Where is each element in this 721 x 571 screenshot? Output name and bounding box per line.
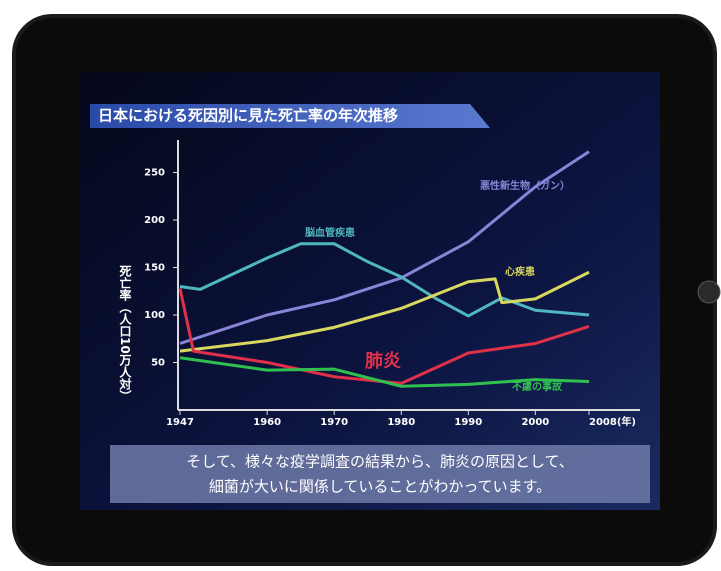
caption-box xyxy=(110,445,650,503)
x-tick-label: 2008(年) xyxy=(589,415,636,428)
series-line xyxy=(179,242,590,318)
y-tick-label: 200 xyxy=(144,215,165,226)
caption-line: そして、様々な疫学調査の結果から、肺炎の原因として、 xyxy=(186,453,574,471)
series-label: 心疾患 xyxy=(505,265,535,278)
caption-line: 細菌が大いに関係していることがわかっています。 xyxy=(209,478,551,496)
series-line xyxy=(178,288,590,385)
series-label: 脳血管疾患 xyxy=(305,226,355,239)
series-label: 不慮の事故 xyxy=(512,380,563,393)
y-tick-label: 50 xyxy=(151,358,165,369)
y-tick-label: 100 xyxy=(144,310,165,321)
series-label: 肺炎 xyxy=(365,351,401,372)
home-button[interactable] xyxy=(697,280,721,304)
title-banner xyxy=(90,104,490,128)
screen xyxy=(80,72,660,510)
chart-title: 日本における死因別に見た死亡率の年次推移 xyxy=(98,107,398,125)
y-tick-label: 150 xyxy=(144,263,165,274)
x-tick-label: 1960 xyxy=(253,417,281,428)
y-axis-label: 死亡率（人口10万人対） xyxy=(118,265,132,402)
series-line xyxy=(179,270,590,353)
x-tick-label: 1947 xyxy=(166,417,194,428)
x-tick-label: 1970 xyxy=(320,417,348,428)
x-tick-label: 1980 xyxy=(387,417,415,428)
x-tick-label: 2000 xyxy=(521,417,549,428)
series-line xyxy=(179,356,590,388)
x-tick-label: 1990 xyxy=(454,417,482,428)
series-label: 悪性新生物（ガン） xyxy=(480,179,570,192)
y-tick-label: 250 xyxy=(144,168,165,179)
